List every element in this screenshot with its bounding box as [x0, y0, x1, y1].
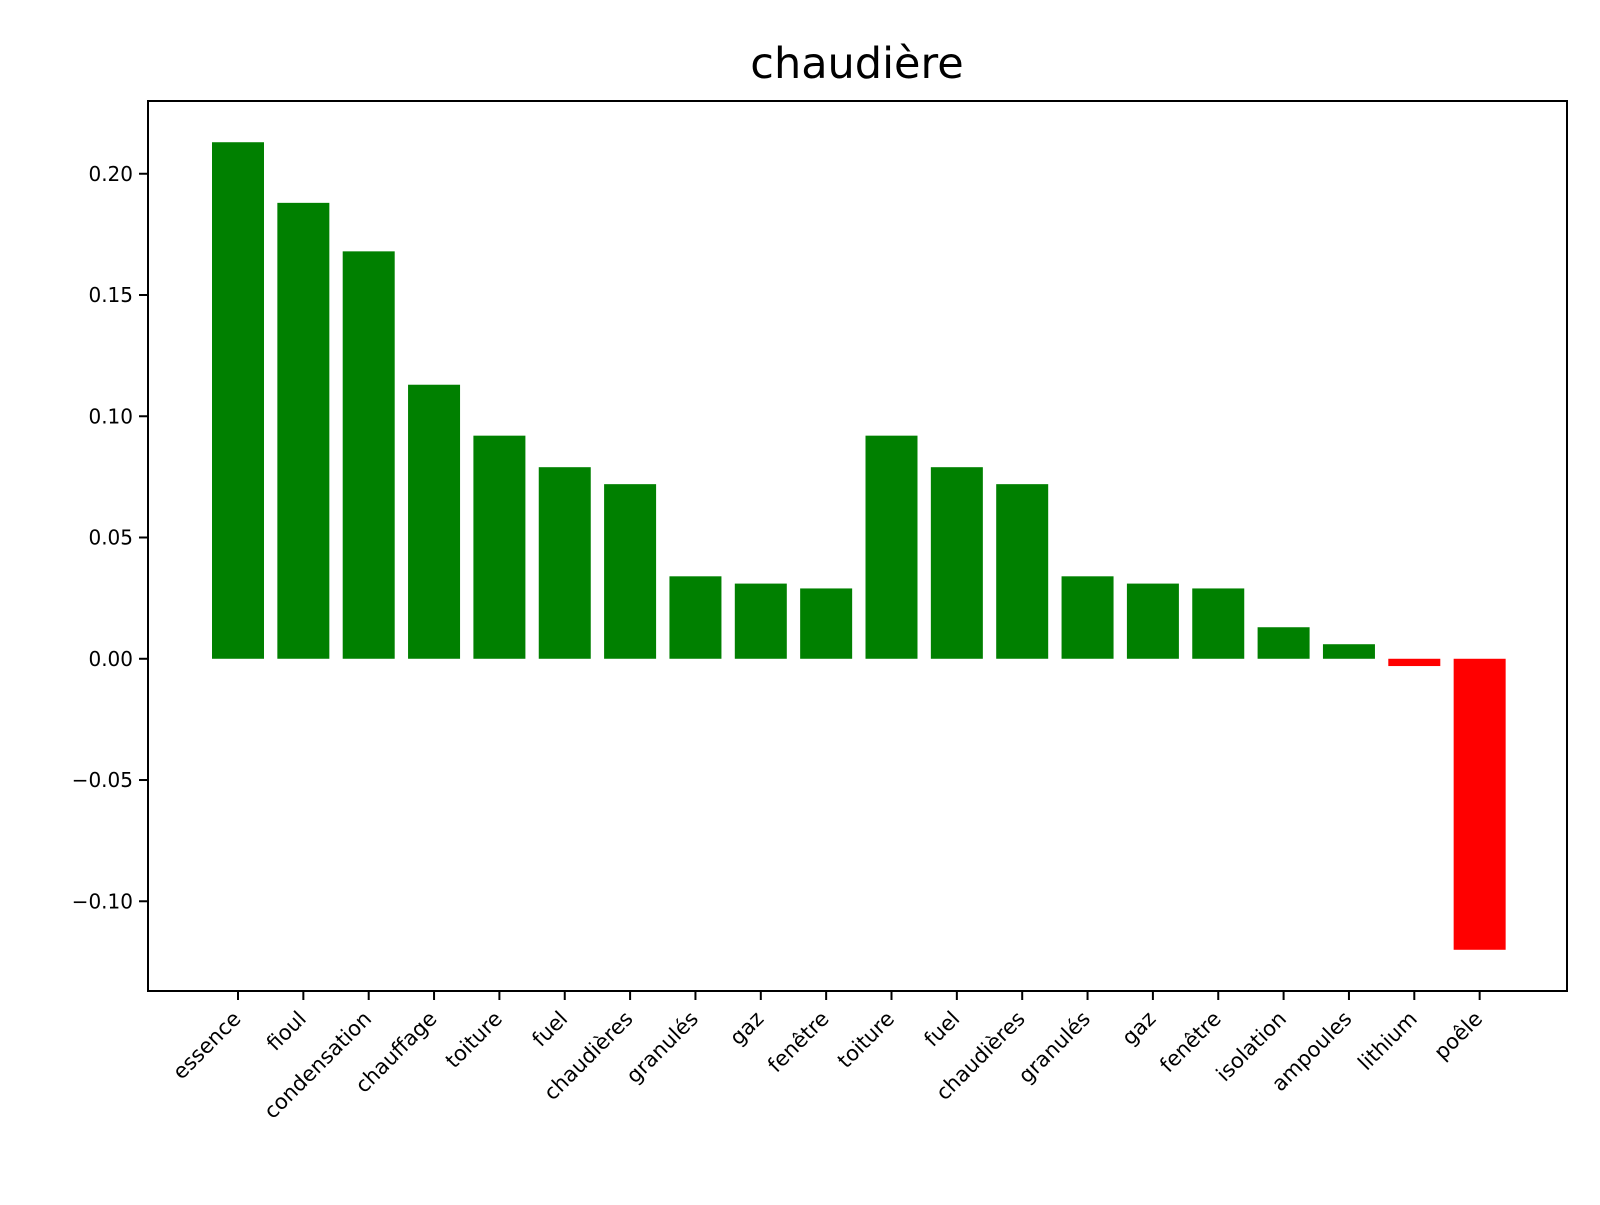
y-tick-label-6: 0.15	[88, 283, 133, 307]
bar-10	[800, 588, 853, 659]
x-tick-label-14: granulés	[1014, 1007, 1095, 1088]
bar-16	[1192, 588, 1245, 659]
y-tick-label-1: −0.10	[72, 889, 133, 913]
x-tick-label-9: gaz	[725, 1007, 768, 1050]
bar-18	[1322, 644, 1375, 659]
y-tick-label-7: 0.20	[88, 162, 133, 186]
y-tick-label-4: 0.05	[88, 526, 133, 550]
bar-11	[865, 435, 918, 659]
x-tick-label-12: fuel	[920, 1007, 965, 1052]
bar-9	[734, 583, 787, 659]
bar-13	[996, 484, 1049, 659]
bar-2	[277, 202, 330, 659]
bar-19	[1388, 658, 1441, 667]
bar-6	[538, 467, 591, 659]
bar-12	[930, 467, 983, 659]
y-tick-label-2: −0.05	[72, 768, 133, 792]
x-tick-label-11: toiture	[833, 1007, 899, 1073]
bar-3	[342, 251, 395, 659]
x-tick-label-6: fuel	[527, 1007, 572, 1052]
chart-title: chaudière	[750, 39, 963, 89]
y-tick-label-3: 0.00	[88, 647, 133, 671]
bar-1	[212, 142, 264, 659]
bar-5	[473, 435, 526, 659]
bar-20	[1453, 658, 1506, 950]
bar-15	[1126, 583, 1179, 659]
y-axis: −0.10 −0.05 0.00 0.05 0.10 0.15 0.20	[72, 162, 148, 913]
x-tick-label-1: essence	[168, 1007, 245, 1084]
x-tick-label-8: granulés	[622, 1007, 703, 1088]
bar-7	[604, 484, 657, 659]
x-tick-label-19: lithium	[1353, 1007, 1421, 1075]
x-tick-label-5: toiture	[441, 1007, 507, 1073]
x-tick-label-20: poêle	[1429, 1007, 1487, 1065]
x-tick-label-10: fenêtre	[763, 1007, 834, 1078]
x-tick-label-15: gaz	[1117, 1007, 1160, 1050]
plot-frame	[147, 100, 1568, 992]
bars-group	[212, 142, 1506, 950]
x-tick-label-2: fioul	[262, 1007, 311, 1056]
bar-8	[669, 576, 722, 659]
bar-4	[408, 384, 461, 659]
y-tick-label-5: 0.10	[88, 404, 133, 428]
bar-17	[1257, 627, 1310, 659]
bar-14	[1061, 576, 1114, 659]
